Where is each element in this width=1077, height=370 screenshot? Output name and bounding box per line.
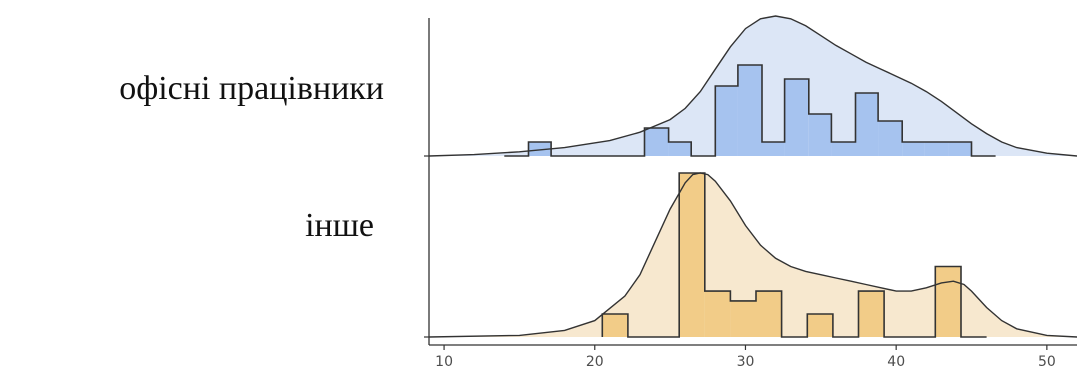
histogram-bar xyxy=(878,121,903,156)
histogram-bar xyxy=(855,93,879,156)
histogram-bar xyxy=(528,142,552,156)
x-tick-label: 20 xyxy=(586,354,604,370)
row-label-office-workers: офісні працівники xyxy=(119,70,384,107)
histogram-bar xyxy=(948,142,972,156)
histogram-bar xyxy=(602,314,628,337)
histogram-bar xyxy=(935,266,961,337)
histogram-bar xyxy=(730,300,756,337)
x-tick-label: 30 xyxy=(737,354,755,370)
histogram-bar xyxy=(807,314,833,337)
histogram-bar xyxy=(756,291,782,337)
histogram-outline-0 xyxy=(504,64,996,157)
histogram-bar xyxy=(704,291,731,337)
histogram-bar xyxy=(924,142,949,156)
histogram-bar xyxy=(679,173,705,337)
histogram-bar xyxy=(737,65,762,156)
histogram-bar xyxy=(831,142,856,156)
x-tick-label: 40 xyxy=(887,354,905,370)
histogram-bar xyxy=(858,291,885,337)
density-line-0 xyxy=(428,15,1077,157)
histogram-bar xyxy=(902,142,925,156)
histogram-bar xyxy=(668,142,692,156)
x-tick-label: 10 xyxy=(435,354,453,370)
density-line-1 xyxy=(428,172,1077,338)
histogram-bar xyxy=(715,86,738,156)
x-tick-label: 50 xyxy=(1038,354,1056,370)
histogram-bar xyxy=(644,128,669,156)
histogram-bar xyxy=(784,79,809,156)
row-label-other: інше xyxy=(305,207,374,244)
density-area-1 xyxy=(429,173,1077,337)
histogram-bar xyxy=(762,142,785,156)
histogram-outline-1 xyxy=(601,172,987,338)
histogram-bar xyxy=(808,114,832,156)
